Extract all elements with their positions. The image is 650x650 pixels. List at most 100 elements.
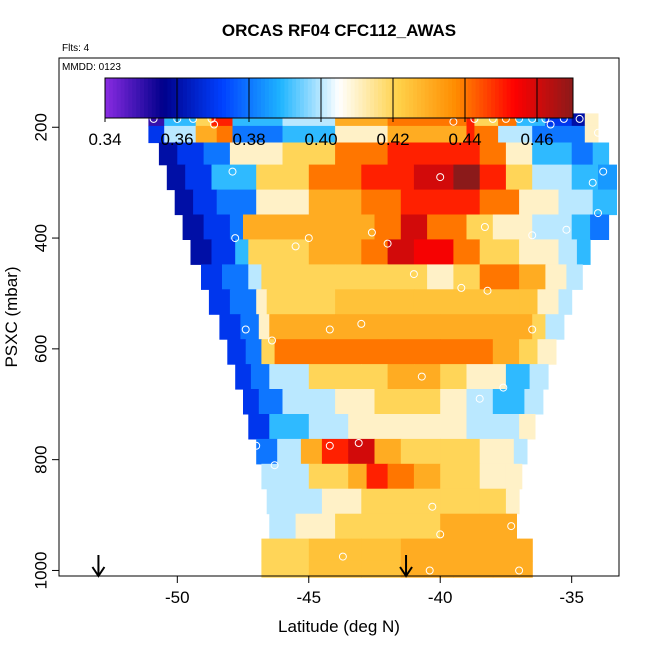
colorbar-segment <box>276 78 281 118</box>
heatmap-cell <box>250 364 270 390</box>
colorbar-segment <box>436 78 441 118</box>
heatmap-cell <box>361 364 389 390</box>
colorbar-segment <box>432 78 437 118</box>
heatmap-cell <box>335 339 389 365</box>
heatmap-cell <box>505 164 533 191</box>
sample-point <box>594 209 602 218</box>
sample-point <box>483 286 492 295</box>
heatmap-cell <box>174 189 194 216</box>
heatmap-cell <box>308 538 362 562</box>
sample-point <box>546 120 555 129</box>
heatmap-cell <box>256 289 268 315</box>
colorbar-segment <box>518 78 523 118</box>
sample-point <box>338 552 347 561</box>
colorbar-segment <box>452 78 457 118</box>
colorbar-segment <box>378 78 383 118</box>
heatmap-cell <box>584 113 599 127</box>
heatmap-cell <box>387 239 415 265</box>
colorbar-segment <box>448 78 453 118</box>
heatmap-cell <box>532 314 546 340</box>
sample-point <box>270 461 279 470</box>
heatmap-cell <box>529 364 549 390</box>
heatmap-cell <box>513 438 528 465</box>
sample-point <box>436 530 445 539</box>
heatmap-cell <box>413 164 454 191</box>
heatmap-cell <box>229 142 284 166</box>
colorbar-segment <box>288 78 293 118</box>
heatmap-cell <box>361 538 402 562</box>
colorbar-segment <box>198 78 203 118</box>
colorbar-segment <box>229 78 235 118</box>
colorbar-segment <box>456 78 461 118</box>
sample-point <box>594 128 602 137</box>
colorbar-segment <box>179 78 184 118</box>
colorbar-segment <box>397 78 402 118</box>
heatmap-cell <box>374 214 402 240</box>
heatmap-cell <box>571 214 591 240</box>
heatmap-cell <box>182 214 205 240</box>
colorbar-segment <box>319 78 324 118</box>
colorbar-segment <box>218 78 223 118</box>
colorbar-segment <box>471 78 476 118</box>
colorbar-tick-label: 0.34 <box>88 130 121 149</box>
heatmap-cell <box>492 314 533 340</box>
colorbar-segment <box>561 78 566 118</box>
sample-point <box>325 441 334 450</box>
sample-point <box>252 441 261 450</box>
heatmap-cell <box>190 239 213 265</box>
heatmap-cell <box>361 189 402 216</box>
colorbar-segment <box>557 78 562 118</box>
colorbar-segment <box>479 78 484 118</box>
colorbar-segment <box>292 78 297 118</box>
colorbar-segment <box>323 78 328 118</box>
colorbar-segment <box>136 78 141 118</box>
sample-point <box>417 372 426 381</box>
colorbar-segment <box>420 78 426 118</box>
colorbar-segment <box>241 78 246 118</box>
colorbar-segment <box>354 78 359 118</box>
heatmap-cell <box>195 125 218 144</box>
colorbar-segment <box>307 78 313 118</box>
colorbar-segment <box>362 78 367 118</box>
heatmap-cell <box>492 560 520 578</box>
heatmap-cell <box>282 142 336 166</box>
heatmap-cell <box>584 125 599 144</box>
colorbar-segment <box>296 78 301 118</box>
heatmap-cell <box>571 125 586 144</box>
heatmap-cell <box>203 142 231 166</box>
colorbar <box>104 77 574 119</box>
colorbar-tick-label: 0.40 <box>304 130 337 149</box>
colorbar-segment <box>424 78 430 118</box>
heatmap-cell <box>505 488 520 515</box>
heatmap-cell <box>474 125 499 144</box>
sample-point <box>425 566 434 575</box>
heatmap-cell <box>413 289 468 315</box>
x-tick-label: -45 <box>296 588 321 607</box>
heatmap-cell <box>177 142 205 166</box>
colorbar-segment <box>108 78 114 118</box>
colorbar-segment <box>409 78 414 118</box>
colorbar-segment <box>105 78 110 118</box>
heatmap-cell <box>498 125 533 144</box>
heatmap-cell <box>413 488 441 515</box>
sample-point <box>357 319 366 328</box>
heatmap-cell <box>571 142 594 166</box>
sample-point <box>528 231 537 240</box>
heatmap-cell <box>295 513 336 540</box>
colorbar-segment <box>300 78 305 118</box>
colorbar-segment <box>534 78 539 118</box>
colorbar-segment <box>159 78 164 118</box>
colorbar-segment <box>417 78 422 118</box>
colorbar-segment <box>502 78 508 118</box>
colorbar-tick-label: 0.44 <box>448 130 481 149</box>
heatmap-cell <box>505 463 523 490</box>
colorbar-segment <box>569 78 574 118</box>
heatmap-cell <box>277 438 302 465</box>
heatmap-cell <box>308 364 362 390</box>
heatmap-cell <box>335 142 389 166</box>
colorbar-segment <box>537 78 543 118</box>
heatmap-cell <box>532 164 573 191</box>
colorbar-segment <box>268 78 274 118</box>
heatmap-cell <box>479 189 520 216</box>
